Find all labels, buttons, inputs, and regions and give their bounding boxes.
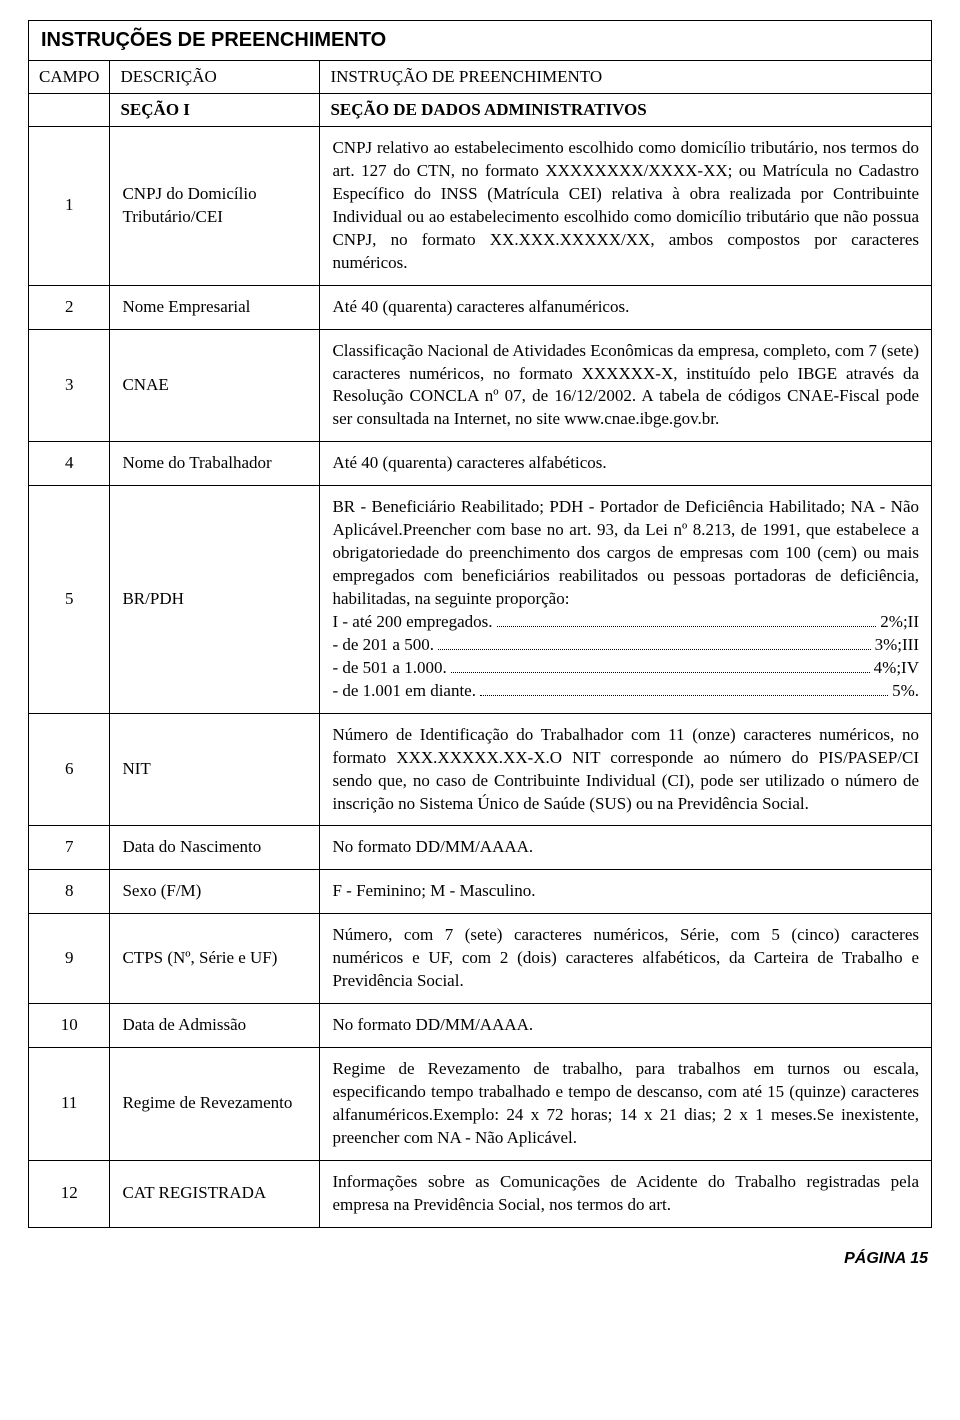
cell-descricao: BR/PDH bbox=[110, 486, 320, 713]
instruction-text: BR - Beneficiário Reabilitado; PDH - Por… bbox=[332, 496, 919, 611]
section-desc: SEÇÃO I bbox=[110, 94, 320, 127]
cell-descricao: Nome do Trabalhador bbox=[110, 442, 320, 486]
table-row: 3CNAEClassificação Nacional de Atividade… bbox=[29, 329, 932, 442]
cell-campo: 10 bbox=[29, 1004, 110, 1048]
cell-descricao: CNPJ do Domicílio Tributário/CEI bbox=[110, 127, 320, 286]
title-row: INSTRUÇÕES DE PREENCHIMENTO bbox=[29, 21, 932, 61]
page-footer: PÁGINA 15 bbox=[28, 1250, 932, 1268]
cell-instrucao: Regime de Revezamento de trabalho, para … bbox=[320, 1048, 932, 1161]
cell-instrucao: Classificação Nacional de Atividades Eco… bbox=[320, 329, 932, 442]
table-row: 11Regime de RevezamentoRegime de Revezam… bbox=[29, 1048, 932, 1161]
cell-descricao: Regime de Revezamento bbox=[110, 1048, 320, 1161]
proportion-lead: - de 501 a 1.000. bbox=[332, 657, 446, 680]
proportion-trail: 3%;III bbox=[875, 634, 919, 657]
header-campo: CAMPO bbox=[29, 61, 110, 94]
cell-descricao: CTPS (Nº, Série e UF) bbox=[110, 914, 320, 1004]
cell-campo: 12 bbox=[29, 1160, 110, 1227]
dotted-fill bbox=[438, 649, 871, 650]
cell-instrucao: CNPJ relativo ao estabelecimento escolhi… bbox=[320, 127, 932, 286]
cell-campo: 5 bbox=[29, 486, 110, 713]
cell-instrucao: Até 40 (quarenta) caracteres alfanuméric… bbox=[320, 285, 932, 329]
cell-descricao: Nome Empresarial bbox=[110, 285, 320, 329]
table-row: 7Data do NascimentoNo formato DD/MM/AAAA… bbox=[29, 826, 932, 870]
cell-campo: 4 bbox=[29, 442, 110, 486]
proportion-lead: - de 1.001 em diante. bbox=[332, 680, 476, 703]
cell-instrucao: No formato DD/MM/AAAA. bbox=[320, 1004, 932, 1048]
proportion-trail: 2%;II bbox=[880, 611, 919, 634]
cell-instrucao: F - Feminino; M - Masculino. bbox=[320, 870, 932, 914]
header-descricao: DESCRIÇÃO bbox=[110, 61, 320, 94]
dotted-fill bbox=[497, 626, 877, 627]
dotted-fill bbox=[451, 672, 870, 673]
cell-instrucao: Número, com 7 (sete) caracteres numérico… bbox=[320, 914, 932, 1004]
cell-instrucao: Até 40 (quarenta) caracteres alfabéticos… bbox=[320, 442, 932, 486]
table-row: 2Nome EmpresarialAté 40 (quarenta) carac… bbox=[29, 285, 932, 329]
cell-campo: 1 bbox=[29, 127, 110, 286]
cell-instrucao: BR - Beneficiário Reabilitado; PDH - Por… bbox=[320, 486, 932, 713]
cell-instrucao: No formato DD/MM/AAAA. bbox=[320, 826, 932, 870]
proportion-line: - de 501 a 1.000. 4%;IV bbox=[332, 657, 919, 680]
table-row: 10Data de AdmissãoNo formato DD/MM/AAAA. bbox=[29, 1004, 932, 1048]
cell-campo: 2 bbox=[29, 285, 110, 329]
column-header-row: CAMPO DESCRIÇÃO INSTRUÇÃO DE PREENCHIMEN… bbox=[29, 61, 932, 94]
table-row: 6NITNúmero de Identificação do Trabalhad… bbox=[29, 713, 932, 826]
proportion-trail: 5%. bbox=[892, 680, 919, 703]
cell-campo: 9 bbox=[29, 914, 110, 1004]
cell-campo: 11 bbox=[29, 1048, 110, 1161]
proportion-line: I - até 200 empregados. 2%;II bbox=[332, 611, 919, 634]
page-title: INSTRUÇÕES DE PREENCHIMENTO bbox=[29, 21, 932, 61]
cell-descricao: Sexo (F/M) bbox=[110, 870, 320, 914]
cell-instrucao: Informações sobre as Comunicações de Aci… bbox=[320, 1160, 932, 1227]
cell-campo: 8 bbox=[29, 870, 110, 914]
instructions-table: INSTRUÇÕES DE PREENCHIMENTO CAMPO DESCRI… bbox=[28, 20, 932, 1228]
table-row: 5BR/PDHBR - Beneficiário Reabilitado; PD… bbox=[29, 486, 932, 713]
table-row: 9CTPS (Nº, Série e UF)Número, com 7 (set… bbox=[29, 914, 932, 1004]
cell-descricao: CAT REGISTRADA bbox=[110, 1160, 320, 1227]
cell-campo: 3 bbox=[29, 329, 110, 442]
table-row: 8Sexo (F/M)F - Feminino; M - Masculino. bbox=[29, 870, 932, 914]
cell-descricao: NIT bbox=[110, 713, 320, 826]
section-inst: SEÇÃO DE DADOS ADMINISTRATIVOS bbox=[320, 94, 932, 127]
cell-campo: 7 bbox=[29, 826, 110, 870]
section-campo-blank bbox=[29, 94, 110, 127]
table-row: 12CAT REGISTRADAInformações sobre as Com… bbox=[29, 1160, 932, 1227]
proportion-line: - de 1.001 em diante. 5%. bbox=[332, 680, 919, 703]
proportion-trail: 4%;IV bbox=[874, 657, 919, 680]
table-body: 1CNPJ do Domicílio Tributário/CEICNPJ re… bbox=[29, 127, 932, 1228]
cell-descricao: Data do Nascimento bbox=[110, 826, 320, 870]
cell-descricao: CNAE bbox=[110, 329, 320, 442]
proportion-lead: - de 201 a 500. bbox=[332, 634, 434, 657]
section-row: SEÇÃO I SEÇÃO DE DADOS ADMINISTRATIVOS bbox=[29, 94, 932, 127]
cell-instrucao: Número de Identificação do Trabalhador c… bbox=[320, 713, 932, 826]
header-instrucao: INSTRUÇÃO DE PREENCHIMENTO bbox=[320, 61, 932, 94]
cell-descricao: Data de Admissão bbox=[110, 1004, 320, 1048]
proportion-line: - de 201 a 500. 3%;III bbox=[332, 634, 919, 657]
dotted-fill bbox=[480, 695, 888, 696]
table-row: 4Nome do TrabalhadorAté 40 (quarenta) ca… bbox=[29, 442, 932, 486]
table-row: 1CNPJ do Domicílio Tributário/CEICNPJ re… bbox=[29, 127, 932, 286]
proportion-lead: I - até 200 empregados. bbox=[332, 611, 492, 634]
cell-campo: 6 bbox=[29, 713, 110, 826]
